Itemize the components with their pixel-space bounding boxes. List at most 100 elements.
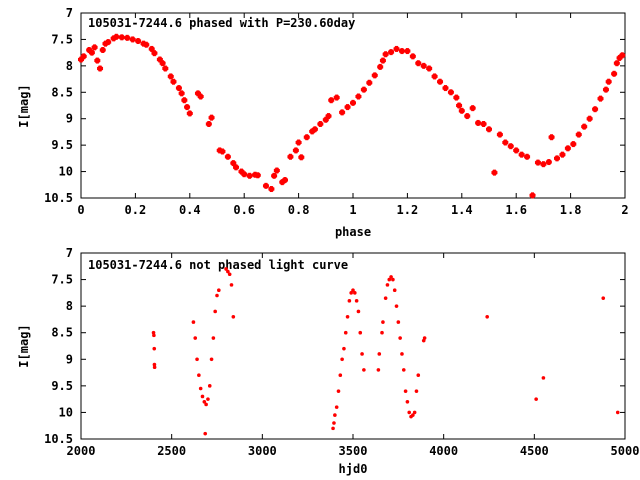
data-point <box>213 309 217 314</box>
data-point <box>129 36 136 43</box>
data-point <box>208 114 215 121</box>
data-point <box>303 134 310 141</box>
data-point <box>480 121 487 127</box>
data-point-core <box>514 148 519 153</box>
x-tick-label: 1.6 <box>505 203 527 217</box>
data-point-core <box>380 58 386 63</box>
data-point <box>347 299 352 303</box>
data-point-core <box>530 193 535 198</box>
data-point <box>534 397 538 401</box>
data-point <box>426 65 433 72</box>
data-point-core <box>535 160 541 165</box>
data-point-core <box>598 96 603 101</box>
tick-group: 0 0.2 0.4 0.6 0.8 1 1.2 1.4 1.6 1.8 2 7 7.5 8 8.5 9 9.5 1… <box>44 6 629 217</box>
data-point <box>360 352 364 356</box>
data-point <box>356 309 361 314</box>
data-point <box>333 94 340 101</box>
data-point <box>414 389 419 393</box>
data-point <box>311 126 318 133</box>
plot-frame <box>80 252 626 440</box>
data-point <box>360 86 367 93</box>
data-point-core <box>255 173 260 178</box>
data-point-core <box>454 95 459 100</box>
data-point-core <box>168 74 173 79</box>
data-point <box>262 182 269 189</box>
data-point-core <box>549 135 554 140</box>
x-tick-label: 0.8 <box>288 203 310 217</box>
data-point-core <box>503 140 508 145</box>
data-point <box>186 110 193 117</box>
data-point <box>496 131 503 138</box>
data-point <box>393 45 400 52</box>
data-point <box>338 373 343 378</box>
data-point <box>292 147 299 154</box>
data-point <box>78 56 84 63</box>
data-point-core <box>242 172 247 177</box>
data-point <box>350 99 356 106</box>
data-point-core <box>81 54 86 59</box>
data-point <box>215 293 219 298</box>
data-point <box>211 336 216 340</box>
y-tick-label: 9 <box>66 352 73 366</box>
data-point <box>224 153 231 160</box>
data-point-core <box>497 132 503 137</box>
data-point-core <box>247 173 252 178</box>
data-point-core <box>97 66 103 71</box>
x-tick-label: 3000 <box>248 444 277 458</box>
data-point <box>613 60 620 67</box>
data-point-core <box>465 113 470 119</box>
data-point <box>156 56 163 63</box>
data-point <box>209 357 214 362</box>
data-point-core <box>92 45 97 50</box>
y-tick-label: 8 <box>66 299 73 313</box>
data-point <box>377 63 384 70</box>
data-point <box>409 53 416 60</box>
data-point-core <box>592 107 598 112</box>
y-tick-label: 8 <box>66 59 73 73</box>
data-point <box>475 119 482 126</box>
x-tick-label: 3500 <box>339 444 368 458</box>
data-point <box>534 159 541 166</box>
data-point <box>268 186 275 193</box>
data-point-core <box>606 79 611 84</box>
data-point-core <box>459 108 464 113</box>
data-point-core <box>231 160 236 166</box>
data-point <box>184 104 191 111</box>
data-point-core <box>560 152 565 157</box>
data-point <box>229 283 234 287</box>
data-point-core <box>119 35 124 40</box>
data-point <box>198 386 203 391</box>
data-point <box>175 85 182 92</box>
data-point-core <box>421 63 426 69</box>
data-point <box>340 357 344 362</box>
data-point <box>342 346 346 351</box>
data-point <box>383 296 388 300</box>
data-point-core <box>195 91 201 96</box>
data-point-core <box>184 104 190 110</box>
data-point <box>197 373 201 378</box>
data-point <box>309 128 316 135</box>
data-point <box>200 394 205 399</box>
chart-title: 105031-7244.6 not phased light curve <box>88 258 348 272</box>
data-point-core <box>187 111 192 116</box>
data-point <box>502 139 509 146</box>
data-point-core <box>617 55 622 61</box>
data-point <box>152 362 157 367</box>
data-point <box>86 47 93 53</box>
y-tick-label: 7.5 <box>51 32 73 46</box>
data-point <box>548 134 555 141</box>
data-point-core <box>334 95 339 100</box>
data-points <box>78 33 626 199</box>
data-point-core <box>182 98 187 103</box>
data-point <box>339 109 346 116</box>
data-point-core <box>114 34 119 39</box>
chart-title: 105031-7244.6 phased with P=230.60day <box>88 16 355 30</box>
data-point-core <box>269 186 274 192</box>
y-tick-label: 7 <box>66 246 73 260</box>
data-point <box>431 73 438 80</box>
data-point <box>541 376 546 380</box>
y-tick-label: 7 <box>66 6 73 20</box>
data-point-core <box>383 52 388 57</box>
data-point <box>343 330 348 335</box>
